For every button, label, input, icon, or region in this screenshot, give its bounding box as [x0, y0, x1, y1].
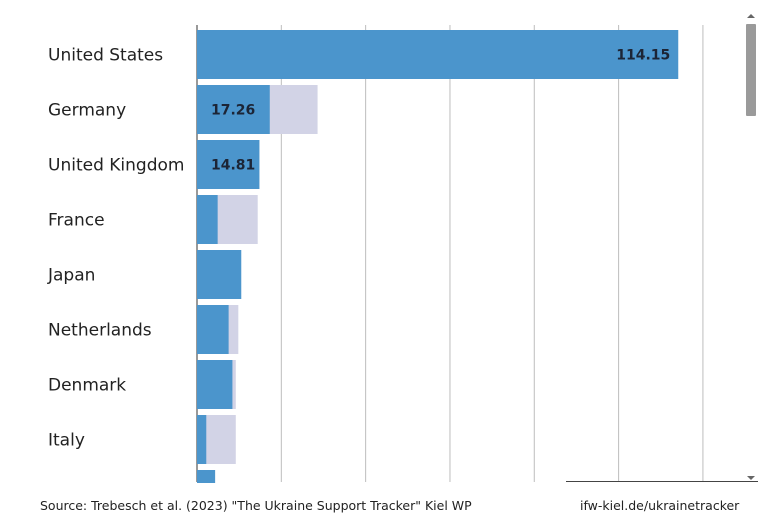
category-labels: United States Germany United Kingdom France…: [47, 46, 184, 451]
tracker-link[interactable]: ifw-kiel.de/ukrainetracker: [580, 498, 740, 513]
bars: [197, 30, 679, 483]
scroll-thumb[interactable]: [746, 24, 756, 116]
bar-primary: [197, 250, 242, 299]
bar-primary: [197, 30, 679, 79]
category-label: United States: [48, 46, 163, 66]
category-label: Italy: [48, 431, 85, 451]
bar-primary: [197, 360, 233, 409]
category-label: France: [48, 211, 105, 231]
data-label: 114.15: [616, 48, 670, 64]
bar-primary: [197, 85, 270, 134]
data-label: 17.26: [211, 103, 255, 119]
scroll-up-icon[interactable]: [747, 14, 755, 18]
scroll-down-icon[interactable]: [747, 476, 755, 480]
category-label: Denmark: [48, 376, 126, 396]
footer-divider: [566, 481, 758, 482]
category-label: Netherlands: [48, 321, 152, 341]
data-label: 14.81: [211, 158, 255, 174]
category-label: Japan: [47, 266, 95, 286]
bar-primary: [197, 415, 207, 464]
category-label: Germany: [48, 101, 126, 121]
bar-primary: [197, 195, 218, 244]
scrollbar[interactable]: [744, 14, 758, 480]
bar-chart: United States Germany United Kingdom France…: [47, 25, 704, 483]
value-labels: 114.15 17.26 14.81: [211, 48, 670, 174]
bar-primary: [197, 305, 229, 354]
category-label: United Kingdom: [48, 156, 184, 176]
bar-partial: [197, 470, 216, 483]
bar-primary: [197, 140, 260, 189]
source-note: Source: Trebesch et al. (2023) "The Ukra…: [40, 498, 472, 513]
